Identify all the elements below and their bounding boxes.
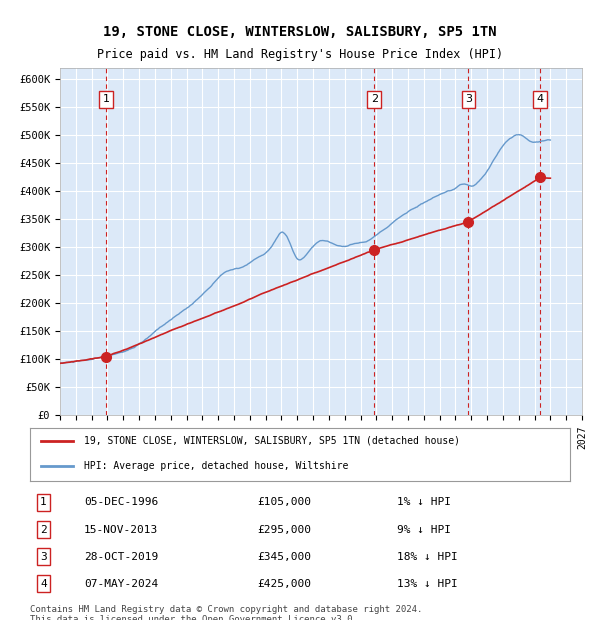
Text: 4: 4 <box>536 94 544 104</box>
Text: 9% ↓ HPI: 9% ↓ HPI <box>397 525 451 534</box>
Text: 3: 3 <box>465 94 472 104</box>
Text: 1: 1 <box>40 497 47 507</box>
Text: £105,000: £105,000 <box>257 497 311 507</box>
Text: £295,000: £295,000 <box>257 525 311 534</box>
Text: 18% ↓ HPI: 18% ↓ HPI <box>397 552 458 562</box>
Text: HPI: Average price, detached house, Wiltshire: HPI: Average price, detached house, Wilt… <box>84 461 349 471</box>
Text: 19, STONE CLOSE, WINTERSLOW, SALISBURY, SP5 1TN (detached house): 19, STONE CLOSE, WINTERSLOW, SALISBURY, … <box>84 436 460 446</box>
Text: 13% ↓ HPI: 13% ↓ HPI <box>397 578 458 589</box>
Text: Price paid vs. HM Land Registry's House Price Index (HPI): Price paid vs. HM Land Registry's House … <box>97 48 503 61</box>
Text: 28-OCT-2019: 28-OCT-2019 <box>84 552 158 562</box>
Text: 2: 2 <box>371 94 378 104</box>
Text: 1% ↓ HPI: 1% ↓ HPI <box>397 497 451 507</box>
Text: Contains HM Land Registry data © Crown copyright and database right 2024.
This d: Contains HM Land Registry data © Crown c… <box>30 604 422 620</box>
Text: £345,000: £345,000 <box>257 552 311 562</box>
Text: £425,000: £425,000 <box>257 578 311 589</box>
Text: 19, STONE CLOSE, WINTERSLOW, SALISBURY, SP5 1TN: 19, STONE CLOSE, WINTERSLOW, SALISBURY, … <box>103 25 497 39</box>
Text: 1: 1 <box>103 94 110 104</box>
Text: 07-MAY-2024: 07-MAY-2024 <box>84 578 158 589</box>
Text: 4: 4 <box>40 578 47 589</box>
Text: 3: 3 <box>40 552 47 562</box>
Text: 2: 2 <box>40 525 47 534</box>
Text: 15-NOV-2013: 15-NOV-2013 <box>84 525 158 534</box>
Text: 05-DEC-1996: 05-DEC-1996 <box>84 497 158 507</box>
